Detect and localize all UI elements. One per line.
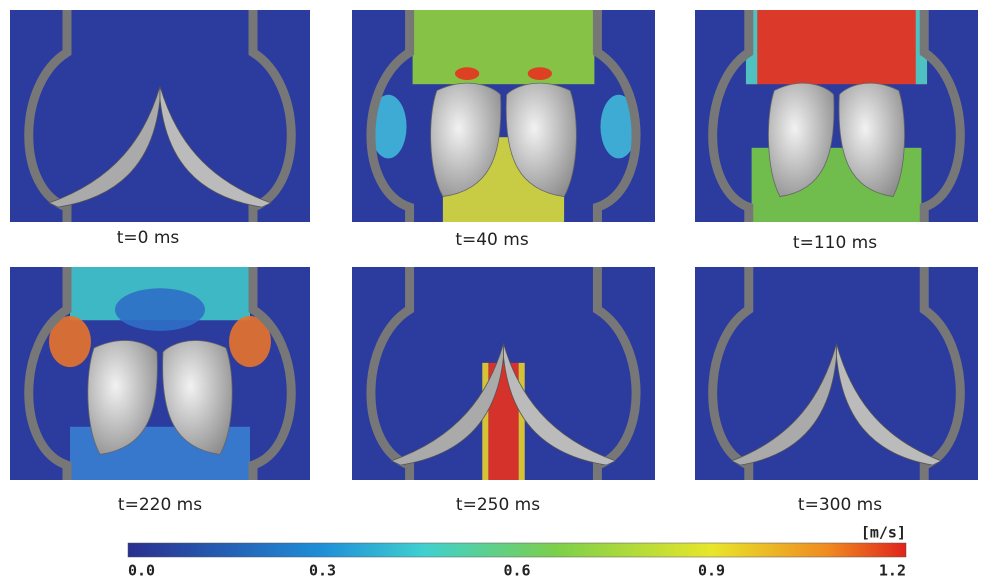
colorbar: [128, 543, 906, 557]
colorbar-tick-label: 1.2: [879, 562, 906, 579]
velocity-region: [519, 363, 525, 480]
colorbar-tick-label: 0.3: [309, 562, 336, 579]
flow-field: [695, 267, 978, 480]
panel-label: t=40 ms: [455, 230, 529, 250]
velocity-region: [115, 288, 205, 331]
panel: [695, 10, 978, 222]
panel: [695, 267, 978, 480]
panel-label: t=300 ms: [798, 495, 882, 515]
colorbar-tick-label: 0.6: [503, 562, 530, 579]
panel: [352, 267, 655, 480]
panel-label: t=110 ms: [793, 233, 877, 253]
figure: [m/s] t=0 ms t=40 ms t=110 ms t=220 ms t=250…: [0, 0, 987, 579]
velocity-region: [413, 10, 595, 84]
flow-field: [10, 10, 310, 222]
colorbar-unit: [m/s]: [861, 524, 906, 542]
panel: [352, 10, 655, 222]
velocity-region: [528, 67, 552, 80]
velocity-region: [482, 363, 488, 480]
panel: [10, 10, 310, 222]
colorbar-tick-label: 0.0: [128, 562, 155, 579]
velocity-region: [455, 67, 479, 80]
panel: [10, 267, 310, 480]
colorbar-tick-label: 0.9: [698, 562, 725, 579]
panel-label: t=250 ms: [456, 495, 540, 515]
panel-label: t=0 ms: [117, 228, 180, 248]
velocity-region: [746, 10, 927, 84]
panel-label: t=220 ms: [118, 495, 202, 515]
